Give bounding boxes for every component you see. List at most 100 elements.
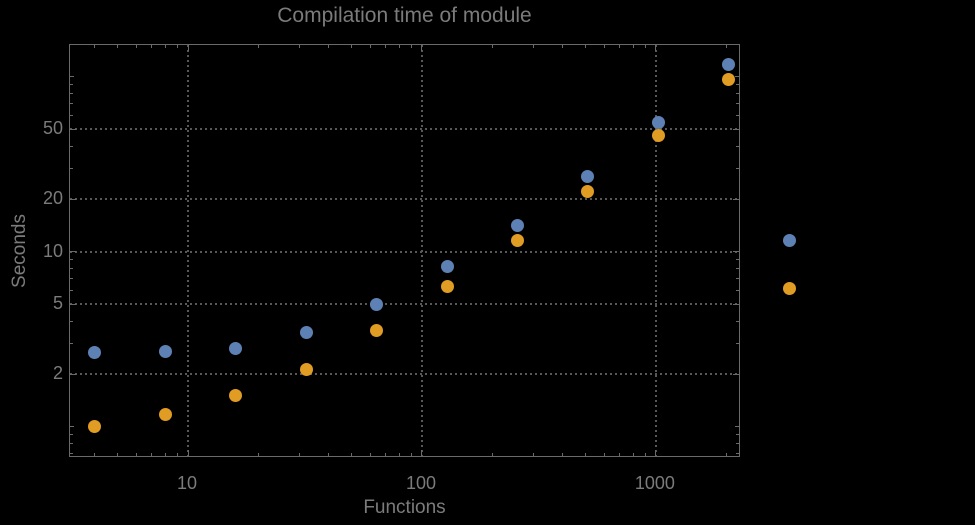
y-tick bbox=[70, 426, 74, 428]
x-tick bbox=[164, 45, 166, 48]
y-tick bbox=[70, 434, 73, 436]
x-tick bbox=[725, 453, 727, 456]
x-tick bbox=[385, 453, 387, 456]
x-gridline bbox=[187, 45, 190, 456]
y-tick bbox=[70, 342, 73, 344]
data-point-series-2 bbox=[440, 280, 454, 294]
x-tick-label: 1000 bbox=[634, 473, 675, 493]
x-tick bbox=[151, 45, 153, 48]
x-tick bbox=[135, 45, 137, 48]
x-tick bbox=[164, 453, 166, 456]
x-tick bbox=[299, 45, 301, 48]
x-tick bbox=[398, 45, 400, 48]
y-tick bbox=[70, 303, 76, 305]
x-tick bbox=[151, 453, 153, 456]
x-tick bbox=[603, 453, 605, 456]
y-tick bbox=[736, 320, 739, 322]
y-gridline bbox=[70, 250, 739, 253]
x-tick bbox=[369, 453, 371, 456]
x-gridline bbox=[654, 45, 657, 456]
y-tick bbox=[70, 145, 73, 147]
x-tick bbox=[117, 45, 119, 48]
x-tick bbox=[562, 45, 564, 48]
data-point-series-1 bbox=[510, 219, 524, 233]
x-tick bbox=[369, 45, 371, 48]
y-tick-label: 20 bbox=[42, 188, 63, 209]
y-tick bbox=[733, 128, 739, 130]
x-tick bbox=[619, 453, 621, 456]
y-tick bbox=[70, 259, 73, 261]
data-point-series-2 bbox=[88, 420, 102, 434]
y-tick bbox=[736, 443, 739, 445]
x-tick bbox=[421, 45, 423, 51]
x-tick bbox=[632, 45, 634, 48]
x-tick bbox=[299, 453, 301, 456]
data-point-series-2 bbox=[510, 234, 524, 247]
chart-title: Compilation time of module bbox=[277, 4, 532, 27]
y-tick bbox=[70, 290, 73, 292]
x-tick bbox=[725, 45, 727, 48]
y-tick bbox=[736, 434, 739, 436]
y-gridline bbox=[70, 198, 739, 201]
y-gridline bbox=[70, 373, 739, 376]
y-tick bbox=[733, 251, 739, 253]
y-tick bbox=[70, 443, 73, 445]
x-tick bbox=[176, 453, 178, 456]
y-tick bbox=[70, 198, 76, 200]
legend-marker-series-2 bbox=[783, 282, 796, 295]
x-tick bbox=[410, 45, 412, 48]
x-tick bbox=[655, 45, 657, 51]
y-tick bbox=[736, 93, 739, 95]
y-tick bbox=[733, 303, 739, 305]
y-tick bbox=[70, 76, 74, 78]
x-tick bbox=[187, 45, 189, 51]
data-point-series-1 bbox=[370, 297, 384, 311]
x-tick-label: 100 bbox=[405, 473, 436, 493]
y-tick bbox=[70, 320, 73, 322]
y-tick bbox=[733, 198, 739, 200]
x-tick bbox=[385, 45, 387, 48]
y-gridline bbox=[70, 303, 739, 306]
x-tick bbox=[585, 45, 586, 48]
y-tick bbox=[736, 278, 739, 280]
data-point-series-1 bbox=[299, 325, 313, 339]
x-tick bbox=[644, 45, 646, 48]
x-tick bbox=[328, 453, 330, 456]
data-point-series-2 bbox=[370, 323, 384, 337]
y-tick bbox=[70, 268, 73, 270]
y-tick bbox=[736, 145, 739, 147]
x-tick bbox=[176, 45, 178, 48]
y-tick-label: 10 bbox=[42, 240, 63, 261]
data-point-series-1 bbox=[158, 345, 172, 359]
y-tick bbox=[736, 167, 739, 169]
y-tick bbox=[70, 373, 76, 375]
legend-marker-series-1 bbox=[783, 234, 796, 247]
x-tick bbox=[117, 453, 119, 456]
y-tick-label: 50 bbox=[42, 118, 63, 139]
data-point-series-1 bbox=[722, 58, 736, 72]
y-tick bbox=[70, 93, 73, 95]
x-tick bbox=[644, 453, 646, 456]
x-tick bbox=[257, 45, 259, 48]
x-tick bbox=[603, 45, 605, 48]
x-tick bbox=[94, 453, 96, 456]
x-tick bbox=[328, 45, 330, 48]
x-tick bbox=[351, 453, 353, 456]
x-tick bbox=[562, 453, 564, 456]
x-tick bbox=[533, 45, 535, 48]
data-point-series-2 bbox=[581, 184, 595, 198]
y-tick bbox=[70, 167, 73, 169]
y-tick bbox=[735, 76, 739, 78]
y-tick bbox=[70, 84, 73, 86]
x-tick bbox=[632, 453, 634, 456]
y-tick bbox=[736, 268, 739, 270]
x-tick bbox=[585, 453, 586, 456]
x-tick bbox=[533, 453, 535, 456]
y-tick bbox=[736, 115, 739, 117]
x-tick bbox=[491, 45, 493, 48]
y-tick bbox=[70, 128, 76, 130]
x-axis-label: Functions bbox=[363, 497, 446, 518]
x-tick bbox=[491, 453, 493, 456]
data-point-series-2 bbox=[651, 129, 665, 143]
